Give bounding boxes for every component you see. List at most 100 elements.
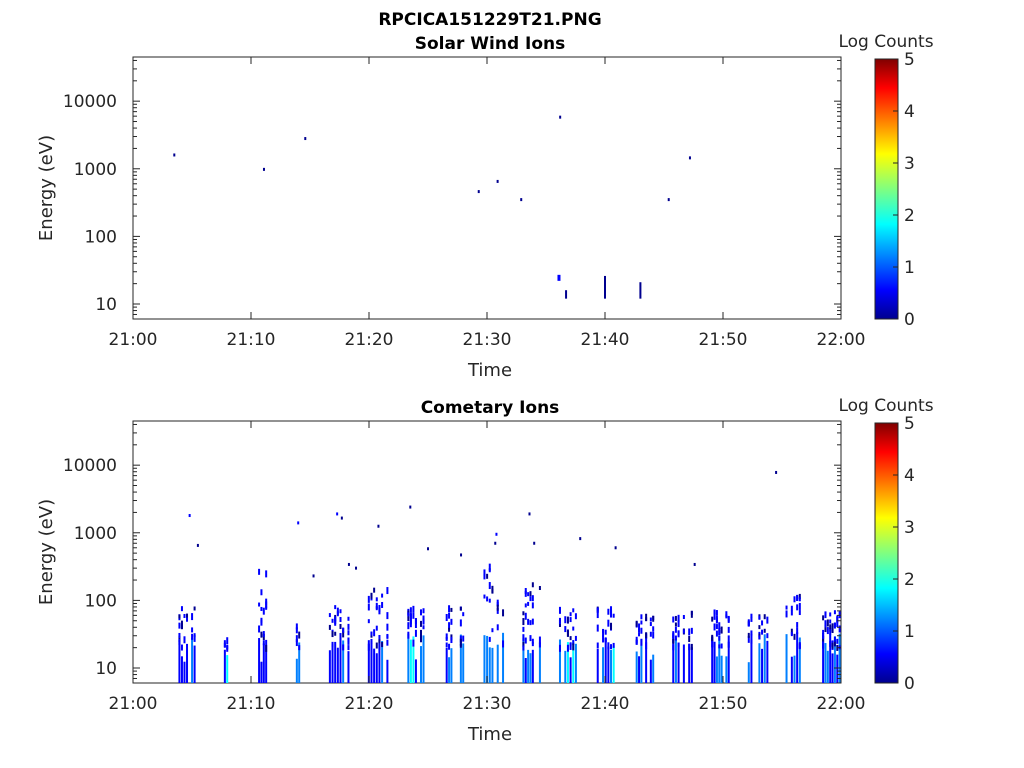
burst-cell: [262, 631, 265, 638]
burst-cell: [262, 607, 265, 615]
burst-cell: [524, 603, 527, 608]
burst-cell: [677, 642, 680, 683]
burst-cell: [838, 625, 841, 633]
y-axis-label: Energy (eV): [36, 135, 57, 241]
burst-cell: [488, 598, 491, 603]
burst-cell: [183, 636, 186, 644]
burst-cell: [488, 647, 491, 683]
burst-cell: [682, 644, 685, 683]
colorbar-tick-label: 5: [904, 50, 915, 70]
burst-cell: [367, 619, 370, 624]
burst-cell: [727, 616, 730, 622]
data-point: [460, 553, 463, 557]
burst-cell: [414, 659, 417, 683]
burst-cell: [258, 638, 261, 683]
colorbar-tick-label: 1: [904, 258, 915, 278]
x-tick-label: 22:00: [817, 694, 866, 714]
burst-cell: [829, 633, 832, 683]
burst-cell: [419, 636, 422, 643]
burst-cell: [747, 662, 750, 683]
burst-cell: [529, 635, 532, 642]
burst-cell: [260, 619, 263, 626]
burst-cell: [824, 612, 827, 619]
burst-cell: [491, 585, 494, 593]
burst-cell: [713, 612, 716, 620]
burst-cell: [450, 637, 453, 644]
burst-cell: [538, 642, 541, 648]
burst-cell: [574, 613, 577, 620]
burst-cell: [375, 597, 378, 602]
burst-cell: [373, 587, 376, 593]
data-point: [579, 537, 582, 541]
burst-cell: [529, 620, 532, 626]
burst-cell: [538, 636, 541, 644]
burst-cell: [381, 642, 384, 648]
burst-cell: [331, 618, 334, 623]
burst-cell: [409, 620, 412, 628]
burst-cell: [328, 624, 331, 630]
colorbar-label: Log Counts: [838, 396, 933, 416]
burst-cell: [672, 644, 675, 651]
burst-cell: [298, 645, 301, 651]
burst-cell: [386, 659, 389, 683]
burst-cell: [688, 643, 691, 683]
burst-cell: [412, 636, 415, 683]
burst-cell: [448, 627, 451, 632]
burst-cell: [640, 639, 643, 683]
burst-cell: [448, 657, 451, 683]
burst-cell: [790, 610, 793, 616]
data-point: [477, 190, 480, 194]
burst-cell: [747, 619, 750, 627]
burst-cell: [496, 607, 499, 614]
burst-cell: [334, 631, 337, 636]
burst-cell: [566, 644, 569, 652]
burst-cell: [339, 633, 342, 683]
burst-cell: [596, 642, 599, 649]
burst-cell: [531, 595, 534, 602]
burst-cell: [672, 631, 675, 639]
burst-cell: [833, 610, 836, 615]
burst-cell: [798, 642, 801, 650]
burst-cell: [191, 638, 194, 683]
burst-cell: [407, 612, 410, 617]
burst-cell: [564, 650, 567, 683]
colorbar-tick-label: 4: [904, 102, 915, 122]
burst-cell: [339, 609, 342, 614]
burst-cell: [836, 638, 839, 644]
burst-cell: [339, 636, 342, 644]
burst-cell: [522, 618, 525, 626]
burst-cell: [604, 629, 607, 635]
burst-cell: [370, 631, 373, 636]
burst-cell: [836, 654, 839, 683]
burst-cell: [829, 627, 832, 632]
burst-cell: [652, 626, 655, 632]
colorbar-tick-label: 4: [904, 466, 915, 486]
burst-cell: [496, 644, 499, 683]
burst-cell: [758, 643, 761, 683]
burst-cell: [448, 622, 451, 630]
burst-cell: [462, 643, 465, 683]
burst-cell: [690, 610, 693, 618]
burst-cell: [718, 635, 721, 641]
burst-cell: [347, 637, 350, 645]
burst-cell: [574, 643, 577, 683]
burst-cell: [838, 611, 841, 619]
burst-cell: [422, 608, 425, 614]
data-point: [173, 153, 176, 157]
burst-cell: [720, 655, 723, 683]
burst-cell: [715, 624, 718, 630]
burst-cell: [414, 624, 417, 629]
burst-cell: [758, 615, 761, 620]
burst-cell: [524, 590, 527, 597]
burst-cell: [790, 628, 793, 635]
burst-cell: [414, 618, 417, 625]
burst-cell: [612, 645, 615, 683]
burst-cell: [265, 570, 268, 578]
burst-cell: [524, 637, 527, 644]
burst-cell: [531, 638, 534, 644]
data-point: [528, 512, 531, 516]
burst-cell: [831, 653, 834, 683]
burst-cell: [640, 627, 643, 634]
burst-cell: [375, 602, 378, 609]
x-axis-ticks: 21:00 21:10 21:20 21:30 21:40 21:50 22:00: [109, 57, 866, 350]
